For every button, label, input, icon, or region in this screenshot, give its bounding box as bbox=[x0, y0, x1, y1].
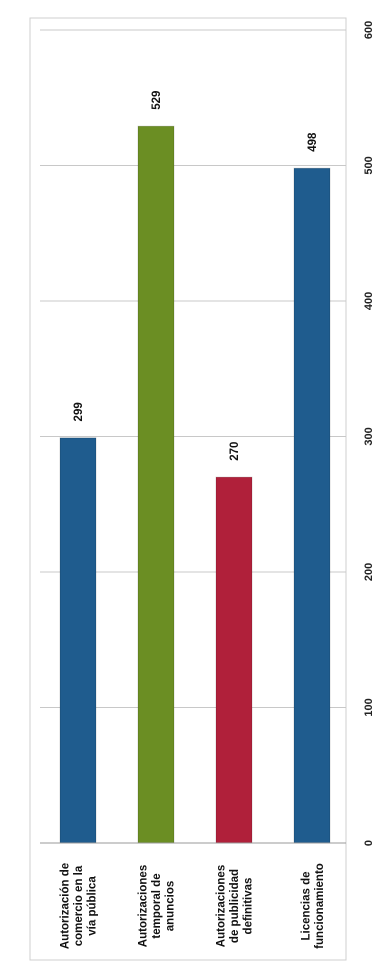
category-label-line: funcionamiento bbox=[314, 863, 326, 949]
chart-border bbox=[29, 17, 347, 961]
bars bbox=[59, 125, 331, 844]
category-label: Autorización de comercio en la vía pública bbox=[60, 863, 99, 949]
value-tick-label: 400 bbox=[363, 292, 375, 310]
bar bbox=[293, 167, 331, 844]
category-label: Autorizaciones de publicidad definitivas bbox=[216, 865, 255, 947]
data-label: 529 bbox=[151, 91, 163, 110]
value-tick-label: 300 bbox=[363, 427, 375, 445]
value-axis: 0 100 200 300 400 500 600 bbox=[363, 21, 375, 846]
labels: 299 529 270 498 bbox=[73, 91, 319, 461]
data-label: 299 bbox=[73, 402, 85, 421]
category-label-line: definitivas bbox=[243, 878, 255, 935]
category-label-line: comercio en la bbox=[73, 865, 85, 946]
value-tick-label: 0 bbox=[363, 840, 375, 846]
bar bbox=[137, 125, 175, 844]
bar bbox=[215, 476, 253, 844]
value-tick-label: 200 bbox=[363, 563, 375, 581]
value-tick-label: 600 bbox=[363, 21, 375, 39]
category-label: Licencias de funcionamiento bbox=[300, 863, 326, 949]
category-label-line: vía pública bbox=[87, 876, 99, 936]
category-label-line: Licencias de bbox=[300, 871, 312, 940]
category-label-line: de publicidad bbox=[229, 869, 241, 943]
category-label-line: Autorización de bbox=[60, 863, 72, 949]
data-label: 270 bbox=[229, 442, 241, 461]
category-label: Autorizaciones temporal de anuncios bbox=[138, 865, 177, 947]
category-label-line: temporal de bbox=[151, 873, 163, 938]
value-tick-label: 500 bbox=[363, 156, 375, 174]
category-axis: Autorización de comercio en la vía pública… bbox=[40, 842, 346, 949]
value-tick-label: 100 bbox=[363, 698, 375, 716]
category-label-line: Autorizaciones bbox=[138, 865, 150, 947]
category-label-line: Autorizaciones bbox=[216, 865, 228, 947]
bar bbox=[59, 437, 97, 844]
data-label: 498 bbox=[307, 132, 319, 152]
category-label-line: anuncios bbox=[165, 881, 177, 931]
